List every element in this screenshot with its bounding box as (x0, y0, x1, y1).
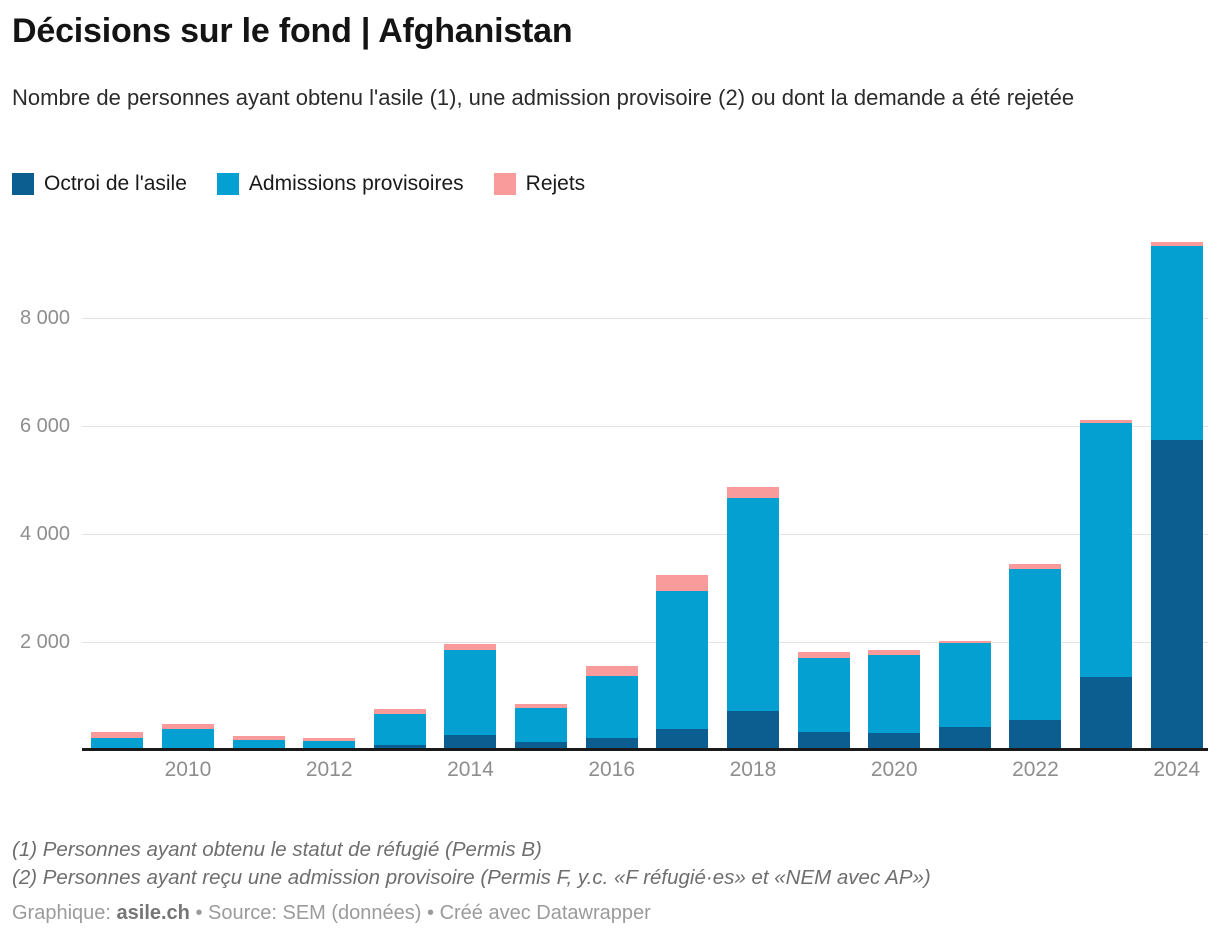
bar-2014[interactable] (444, 643, 497, 750)
bar-segment-2014-rejets[interactable] (444, 643, 497, 651)
legend-swatch-rejets (493, 173, 516, 195)
bar-segment-2016-rejets[interactable] (585, 665, 638, 676)
legend: Octroi de l'asile Admissions provisoires… (12, 172, 585, 196)
bar-segment-2011-admissions[interactable] (232, 739, 285, 750)
bar-segment-2015-rejets[interactable] (515, 703, 568, 709)
gridline-8000 (82, 318, 1208, 320)
bar-segment-2020-octroi[interactable] (868, 732, 921, 750)
y-axis-label-6000: 6 000 (19, 415, 70, 438)
page-title: Décisions sur le fond | Afghanistan (12, 12, 573, 50)
bar-segment-2024-rejets[interactable] (1150, 241, 1203, 246)
x-axis-label-2014: 2014 (447, 758, 494, 781)
bar-segment-2009-rejets[interactable] (91, 731, 144, 738)
bar-segment-2017-octroi[interactable] (656, 728, 709, 750)
bar-2021[interactable] (938, 640, 991, 750)
bar-segment-2022-rejets[interactable] (1009, 564, 1062, 569)
x-axis-label-2016: 2016 (588, 758, 636, 781)
bar-segment-2020-rejets[interactable] (868, 649, 921, 656)
footnote-2: (2) Personnes ayant reçu une admission p… (12, 866, 931, 890)
bar-segment-2020-admissions[interactable] (868, 655, 921, 733)
gridline-4000 (82, 534, 1208, 535)
plot-area (82, 240, 1212, 750)
x-axis-baseline (82, 748, 1208, 751)
bar-segment-2010-rejets[interactable] (161, 724, 214, 729)
gridline-2000 (82, 642, 1208, 643)
byline-suffix: • Source: SEM (données) • Créé avec Data… (189, 902, 651, 924)
legend-item-admissions[interactable]: Admissions provisoires (216, 172, 464, 196)
y-axis-label-4000: 4 000 (19, 523, 70, 545)
legend-swatch-admissions (216, 173, 239, 195)
x-axis-label-2010: 2010 (164, 758, 212, 781)
bar-segment-2013-admissions[interactable] (373, 714, 426, 746)
y-axis-label-8000: 8 000 (19, 307, 70, 330)
bar-segment-2011-rejets[interactable] (232, 735, 285, 740)
legend-item-rejets[interactable]: Rejets (493, 172, 586, 196)
bar-2015[interactable] (515, 703, 568, 750)
chart-subtitle: Nombre de personnes ayant obtenu l'asile… (12, 85, 1075, 110)
bar-segment-2024-admissions[interactable] (1150, 245, 1203, 441)
bar-segment-2022-admissions[interactable] (1009, 568, 1062, 721)
bar-2020[interactable] (868, 649, 921, 750)
byline: Graphique: asile.ch • Source: SEM (donné… (12, 902, 1210, 925)
bar-segment-2014-octroi[interactable] (444, 734, 497, 750)
bar-segment-2015-admissions[interactable] (515, 708, 568, 742)
x-axis-label-2022: 2022 (1012, 758, 1059, 781)
bar-2016[interactable] (585, 665, 638, 750)
gridline-6000 (82, 426, 1208, 428)
bar-segment-2016-octroi[interactable] (585, 738, 638, 750)
bar-2024[interactable] (1150, 241, 1203, 750)
bar-segment-2018-octroi[interactable] (726, 710, 779, 750)
bar-segment-2016-admissions[interactable] (585, 675, 638, 739)
footnotes: (1) Personnes ayant obtenu le statut de … (12, 836, 1210, 893)
legend-item-octroi[interactable]: Octroi de l'asile (12, 172, 187, 196)
bar-segment-2012-rejets[interactable] (303, 737, 356, 742)
bar-segment-2015-octroi[interactable] (515, 741, 568, 750)
bar-2022[interactable] (1009, 564, 1062, 750)
bar-segment-2009-admissions[interactable] (91, 737, 144, 750)
bar-segment-2018-admissions[interactable] (726, 497, 779, 711)
bar-segment-2019-octroi[interactable] (797, 731, 850, 750)
bar-segment-2013-octroi[interactable] (373, 745, 426, 750)
byline-prefix: Graphique: (12, 902, 117, 924)
footnote-1: (1) Personnes ayant obtenu le statut de … (12, 838, 542, 861)
bar-2018[interactable] (726, 486, 779, 750)
bar-2013[interactable] (373, 708, 426, 750)
bar-segment-2010-admissions[interactable] (161, 728, 214, 750)
bar-segment-2014-admissions[interactable] (444, 650, 497, 735)
bar-segment-2022-octroi[interactable] (1009, 720, 1062, 750)
bar-2023[interactable] (1080, 420, 1133, 750)
x-axis-label-2012: 2012 (305, 758, 353, 781)
legend-label-admissions: Admissions provisoires (248, 172, 464, 195)
bar-segment-2012-admissions[interactable] (303, 741, 356, 750)
byline-brand-link[interactable]: asile.ch (116, 902, 190, 924)
bar-segment-2023-rejets[interactable] (1080, 420, 1133, 424)
legend-label-rejets: Rejets (525, 172, 586, 195)
bar-segment-2019-rejets[interactable] (797, 652, 850, 658)
x-axis-label-2020: 2020 (870, 758, 918, 781)
bar-2010[interactable] (161, 724, 214, 750)
x-axis-label-2018: 2018 (729, 758, 777, 781)
bar-segment-2023-octroi[interactable] (1080, 677, 1133, 750)
legend-swatch-octroi (12, 173, 34, 195)
bar-segment-2021-admissions[interactable] (938, 643, 991, 728)
bar-segment-2021-rejets[interactable] (938, 640, 991, 644)
bar-segment-2019-admissions[interactable] (797, 657, 850, 732)
bar-segment-2018-rejets[interactable] (726, 486, 779, 498)
bar-2017[interactable] (656, 575, 709, 750)
bar-2019[interactable] (797, 652, 850, 750)
bar-segment-2017-rejets[interactable] (656, 575, 709, 591)
y-axis-label-2000: 2 000 (19, 631, 70, 653)
legend-label-octroi: Octroi de l'asile (44, 172, 187, 195)
bar-segment-2017-admissions[interactable] (656, 590, 709, 729)
x-axis-label-2024: 2024 (1153, 758, 1201, 781)
bar-segment-2013-rejets[interactable] (373, 708, 426, 715)
bar-segment-2023-admissions[interactable] (1080, 423, 1133, 678)
stacked-bar-chart: 2 000 4 000 6 000 8 000 2010 2012 2014 2016 2018… (0, 240, 1220, 800)
bar-segment-2024-octroi[interactable] (1150, 440, 1203, 750)
bar-segment-2021-octroi[interactable] (938, 727, 991, 750)
